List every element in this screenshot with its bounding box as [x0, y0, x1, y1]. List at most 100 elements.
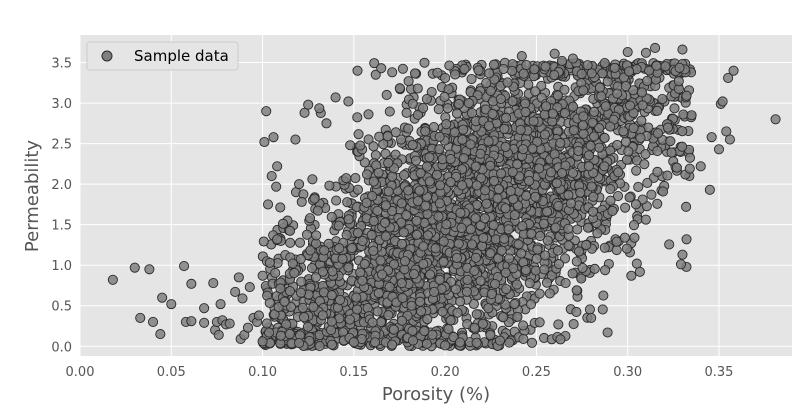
cloud-point [359, 258, 370, 270]
cloud-point [410, 155, 422, 166]
cloud-point [263, 327, 275, 338]
cloud-point [520, 98, 531, 109]
cloud-point [583, 150, 595, 161]
cloud-point [403, 123, 414, 134]
cloud-point [478, 232, 489, 243]
cloud-point [401, 210, 412, 221]
cloud-point [588, 191, 599, 202]
cloud-point [546, 270, 557, 281]
cloud-point [665, 136, 676, 147]
cloud-point [605, 121, 616, 132]
cloud-point [459, 63, 470, 74]
cloud-point [412, 195, 423, 207]
data-point [509, 299, 520, 310]
cloud-point [380, 231, 391, 242]
data-point [129, 262, 140, 273]
cloud-point [639, 159, 650, 170]
cloud-point [325, 324, 337, 336]
cloud-point [396, 278, 407, 289]
cloud-point [373, 167, 384, 178]
cloud-point [642, 177, 653, 188]
x-tick-label: 0.25 [522, 365, 551, 380]
cloud-point [674, 62, 685, 73]
cloud-point [270, 267, 281, 279]
cloud-point [388, 324, 399, 335]
cloud-point [455, 207, 466, 218]
cloud-point [586, 68, 597, 79]
data-point [721, 126, 732, 137]
data-point [496, 245, 507, 256]
cloud-point [657, 186, 669, 197]
cloud-point [530, 86, 541, 97]
data-point [381, 89, 392, 101]
cloud-point [374, 131, 385, 142]
cloud-point [368, 245, 379, 256]
cloud-point [652, 198, 663, 209]
cloud-point [434, 198, 445, 209]
data-point [334, 243, 345, 254]
cloud-point [568, 319, 579, 330]
cloud-point [438, 236, 449, 247]
cloud-point [599, 242, 610, 253]
cloud-point [343, 262, 354, 273]
cloud-point [576, 273, 587, 284]
cloud-point [314, 340, 325, 352]
x-tick-label: 0.20 [431, 365, 460, 380]
cloud-point [312, 205, 323, 216]
cloud-point [363, 109, 374, 120]
cloud-point [343, 214, 354, 225]
data-point [284, 286, 296, 297]
data-point [573, 145, 584, 156]
cloud-point [567, 168, 578, 179]
cloud-point [527, 143, 538, 154]
cloud-point [456, 180, 468, 191]
y-axis-ticks: 0.0 0.5 1.0 1.5 2.0 2.5 3.0 3.5 [51, 57, 72, 356]
cloud-point [448, 331, 459, 343]
cloud-point [651, 60, 662, 71]
cloud-point [578, 85, 589, 96]
cloud-point [422, 314, 433, 325]
cloud-point [612, 88, 623, 99]
cloud-point [483, 303, 494, 314]
cloud-point [420, 200, 431, 211]
cloud-point [431, 169, 443, 180]
cloud-point [563, 240, 574, 251]
cloud-point [424, 152, 435, 163]
data-point [540, 61, 551, 72]
cloud-point [465, 224, 476, 235]
cloud-point [416, 306, 427, 317]
data-point [361, 197, 372, 208]
cloud-point [492, 193, 503, 204]
cloud-point [461, 286, 472, 297]
cloud-point [311, 230, 322, 241]
cloud-point [333, 220, 344, 231]
cloud-point [512, 159, 523, 170]
cloud-point [475, 275, 486, 286]
data-point [586, 312, 597, 323]
cloud-point [369, 58, 380, 69]
cloud-point [620, 136, 632, 147]
cloud-point [285, 237, 296, 248]
cloud-point [530, 265, 541, 276]
cloud-point [444, 60, 455, 71]
data-point [483, 120, 494, 131]
cloud-point [407, 325, 418, 337]
cloud-point [629, 232, 640, 243]
cloud-point [623, 146, 634, 157]
cloud-point [305, 245, 316, 256]
x-axis-ticks: 0.00 0.05 0.10 0.15 0.20 0.25 0.30 0.35 [66, 365, 734, 380]
cloud-point [652, 128, 664, 139]
cloud-point [540, 250, 551, 261]
data-point [704, 184, 715, 195]
cloud-point [662, 122, 673, 133]
cloud-point [455, 296, 466, 307]
cloud-point [306, 263, 318, 274]
cloud-point [534, 288, 545, 299]
cloud-point [607, 205, 618, 216]
x-tick-label: 0.05 [157, 365, 186, 380]
cloud-point [496, 168, 507, 179]
cloud-point [525, 299, 537, 310]
cloud-point [500, 112, 512, 123]
x-tick-label: 0.30 [613, 365, 642, 380]
data-point [567, 53, 578, 64]
